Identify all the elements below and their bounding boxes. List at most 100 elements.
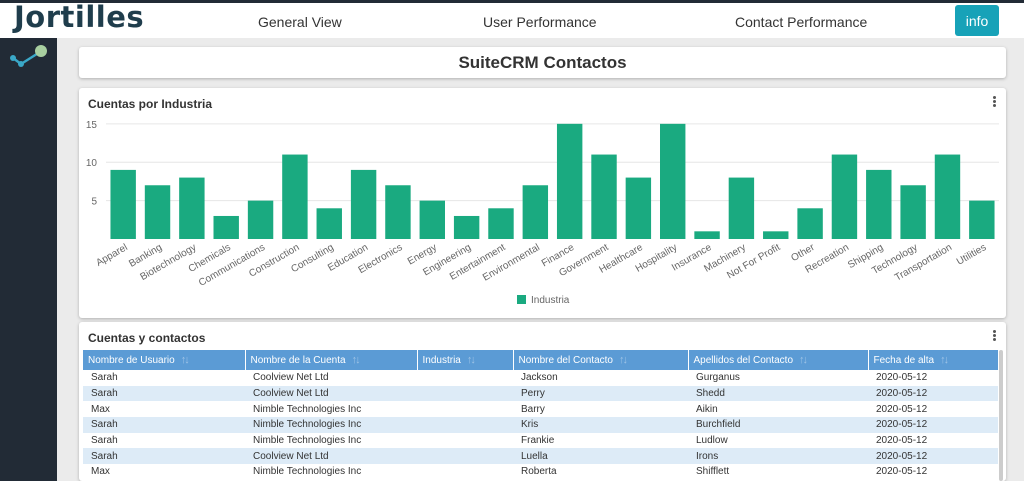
bar-recreation bbox=[831, 154, 858, 239]
bar-insurance bbox=[694, 231, 720, 239]
table-cell: Sarah bbox=[91, 372, 118, 384]
bar-education bbox=[350, 169, 377, 239]
table-cell: Coolview Net Ltd bbox=[245, 448, 417, 465]
bar-engineering bbox=[453, 215, 480, 239]
top-navbar: Jortilles General View User Performance … bbox=[0, 0, 1024, 38]
table-cell bbox=[417, 370, 513, 386]
column-header-label: Fecha de alta bbox=[873, 355, 935, 366]
table-row[interactable]: Sarah Coolview Net Ltd Luella Irons 2020-05-… bbox=[83, 448, 998, 465]
column-header[interactable]: Industria ↑↓ bbox=[417, 350, 514, 370]
table-row[interactable]: Sarah Nimble Technologies Inc Frankie Ludlo… bbox=[83, 433, 998, 449]
table-cell: Ludlow bbox=[696, 435, 728, 447]
table-cell: Max bbox=[91, 466, 110, 478]
bar-banking bbox=[144, 185, 171, 239]
sort-icon[interactable]: ↑↓ bbox=[940, 354, 949, 366]
table-cell: Nimble Technologies Inc bbox=[245, 417, 417, 433]
bar-entertainment bbox=[488, 208, 514, 239]
table-cell: Irons bbox=[688, 448, 868, 465]
column-header[interactable]: Nombre de la Cuenta ↑↓ bbox=[245, 350, 418, 370]
table-cell: Coolview Net Ltd bbox=[253, 372, 329, 384]
table-cell: 2020-05-12 bbox=[876, 466, 928, 478]
table-cell: Nimble Technologies Inc bbox=[253, 466, 362, 478]
table-row[interactable]: Sarah Coolview Net Ltd Perry Shedd 2020-05-1… bbox=[83, 385, 998, 402]
bar-communications bbox=[247, 200, 274, 239]
table-cell: Barry bbox=[521, 403, 545, 415]
table-row[interactable]: Max Nimble Technologies Inc Barry Aikin 2020… bbox=[83, 401, 998, 417]
logo: Jortilles bbox=[14, 0, 145, 34]
bar-shipping bbox=[866, 169, 892, 239]
table-cell: 2020-05-12 bbox=[876, 403, 928, 415]
y-tick-label: 5 bbox=[91, 197, 97, 208]
chart-card-title: Cuentas por Industria bbox=[88, 97, 213, 111]
bar-government bbox=[591, 154, 617, 239]
column-header[interactable]: Nombre del Contacto ↑↓ bbox=[513, 350, 689, 370]
y-tick-label: 15 bbox=[86, 120, 98, 131]
table-card-title: Cuentas y contactos bbox=[88, 331, 206, 345]
bar-electronics bbox=[385, 185, 411, 239]
nav-contact-performance[interactable]: Contact Performance bbox=[735, 14, 868, 30]
table-cell: Perry bbox=[513, 385, 688, 402]
table-scrollbar[interactable] bbox=[999, 350, 1003, 481]
page-title: SuiteCRM Contactos bbox=[458, 53, 627, 72]
nav-general-view[interactable]: General View bbox=[258, 14, 342, 30]
table-cell: Max bbox=[91, 403, 110, 415]
sort-icon[interactable]: ↑↓ bbox=[799, 354, 808, 366]
table-cell: Shifflett bbox=[696, 466, 730, 478]
table-cell: Sarah bbox=[83, 448, 245, 465]
column-header[interactable]: Fecha de alta ↑↓ bbox=[868, 350, 999, 370]
column-header[interactable]: Apellidos del Contacto ↑↓ bbox=[688, 350, 869, 370]
table-cell: 2020-05-12 bbox=[876, 372, 928, 384]
table-menu-icon[interactable] bbox=[993, 330, 997, 342]
table-cell: Gurganus bbox=[696, 372, 740, 384]
sort-icon[interactable]: ↑↓ bbox=[351, 354, 361, 366]
chart-menu-icon[interactable] bbox=[993, 96, 997, 108]
column-header-label: Nombre de Usuario bbox=[88, 355, 175, 366]
sort-icon[interactable]: ↑↓ bbox=[180, 354, 190, 366]
title-card: SuiteCRM Contactos bbox=[79, 47, 1006, 78]
bar-hospitality bbox=[660, 123, 686, 239]
table-row[interactable]: Max Nimble Technologies Inc Roberta Shiffle… bbox=[83, 464, 998, 480]
table-cell: Sarah bbox=[83, 385, 245, 402]
table-cell: Sarah bbox=[91, 435, 118, 447]
table-cell bbox=[417, 464, 513, 480]
bar-utilities bbox=[969, 200, 995, 239]
bar-technology bbox=[900, 185, 926, 239]
table-cell: Luella bbox=[513, 448, 688, 465]
table-cell: Shedd bbox=[688, 385, 868, 402]
table-cell bbox=[417, 448, 513, 465]
table-cell: Frankie bbox=[521, 435, 555, 447]
bar-transportation bbox=[934, 154, 961, 239]
table-cell: Burchfield bbox=[688, 417, 868, 433]
table-cell: Nimble Technologies Inc bbox=[253, 403, 362, 415]
x-tick-label: Apparel bbox=[94, 242, 129, 269]
table-cell: 2020-05-12 bbox=[868, 385, 998, 402]
info-button[interactable]: info bbox=[955, 5, 999, 36]
nav-user-performance[interactable]: User Performance bbox=[483, 14, 597, 30]
bar-other bbox=[797, 208, 823, 239]
table-cell bbox=[417, 433, 513, 449]
legend-swatch bbox=[517, 295, 526, 304]
bar-energy bbox=[419, 200, 445, 239]
bar-apparel bbox=[110, 169, 136, 239]
bar-chart: 51015ApparelBankingBiotechnologyChemical… bbox=[86, 120, 999, 306]
bar-finance bbox=[556, 123, 583, 239]
legend-label: Industria bbox=[531, 295, 570, 306]
column-header[interactable]: Nombre de Usuario ↑↓ bbox=[83, 350, 246, 370]
table-row[interactable]: Sarah Coolview Net Ltd Jackson Gurganus 2020… bbox=[83, 370, 998, 386]
table-row[interactable]: Sarah Nimble Technologies Inc Kris Burchfie… bbox=[83, 417, 998, 433]
y-tick-label: 10 bbox=[86, 158, 98, 169]
table-card: Cuentas y contactos Nombre de Usuario ↑↓ N… bbox=[79, 322, 1006, 481]
table-cell: 2020-05-12 bbox=[868, 448, 998, 465]
bar-biotechnology bbox=[179, 177, 205, 239]
x-tick-label: Utilities bbox=[955, 242, 988, 268]
sort-icon[interactable]: ↑↓ bbox=[619, 354, 628, 366]
table-cell: Coolview Net Ltd bbox=[245, 385, 417, 402]
table-cell bbox=[417, 417, 513, 433]
graph-nodes-icon[interactable] bbox=[8, 42, 50, 68]
table-cell: Sarah bbox=[83, 417, 245, 433]
sort-icon[interactable]: ↑↓ bbox=[466, 354, 476, 366]
bar-healthcare bbox=[625, 177, 652, 239]
table-cell: Kris bbox=[513, 417, 688, 433]
sidebar bbox=[0, 38, 57, 481]
column-header-label: Apellidos del Contacto bbox=[693, 355, 794, 366]
